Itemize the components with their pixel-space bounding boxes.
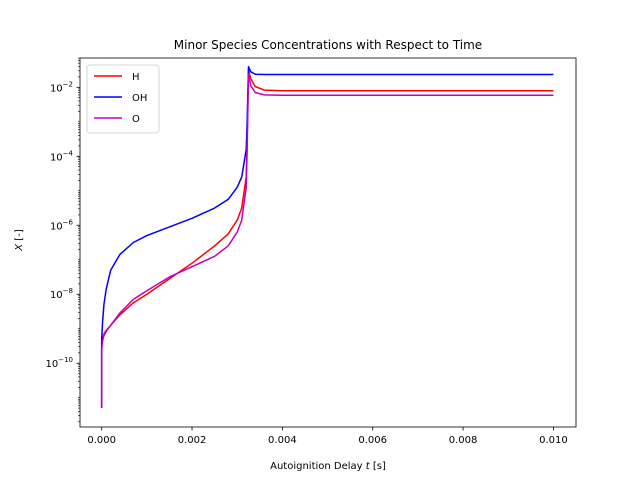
x-tick-label: 0.010: [539, 435, 568, 446]
y-axis-label-var: X: [14, 243, 25, 252]
x-tick-label: 0.004: [268, 435, 297, 446]
x-axis-label-var: t: [366, 461, 371, 472]
x-axis-label-suffix: [s]: [370, 461, 386, 472]
legend-label-h: H: [132, 72, 140, 83]
chart-title: Minor Species Concentrations with Respec…: [174, 38, 482, 52]
x-tick-label: 0.000: [87, 435, 116, 446]
y-tick-label: 10−2: [50, 80, 73, 94]
x-axis-label-prefix: Autoignition Delay: [270, 461, 366, 472]
series-line-oh: [100, 65, 554, 409]
y-tick-label: 10−6: [50, 218, 74, 232]
x-axis-label: Autoignition Delay t [s]: [270, 461, 386, 472]
y-tick-label: 10−10: [45, 356, 73, 370]
legend-box: [86, 64, 160, 134]
x-tick-label: 0.006: [358, 435, 387, 446]
x-tick-label: 0.002: [178, 435, 207, 446]
legend-label-oh: OH: [132, 93, 147, 104]
y-axis-label: X [-]: [14, 229, 25, 252]
y-axis-label-suffix: [-]: [14, 229, 25, 244]
plot-area: 0.000 0.002 0.004 0.006 0.008 0.010 10−10 10−8 1…: [45, 57, 577, 446]
y-tick-label: 10−4: [50, 149, 74, 163]
series-line-o: [100, 72, 554, 409]
legend: H OH O: [86, 64, 160, 134]
legend-label-o: O: [132, 114, 140, 125]
y-tick-label: 10−8: [50, 287, 73, 301]
x-tick-label: 0.008: [449, 435, 478, 446]
axes-frame: [79, 57, 577, 428]
